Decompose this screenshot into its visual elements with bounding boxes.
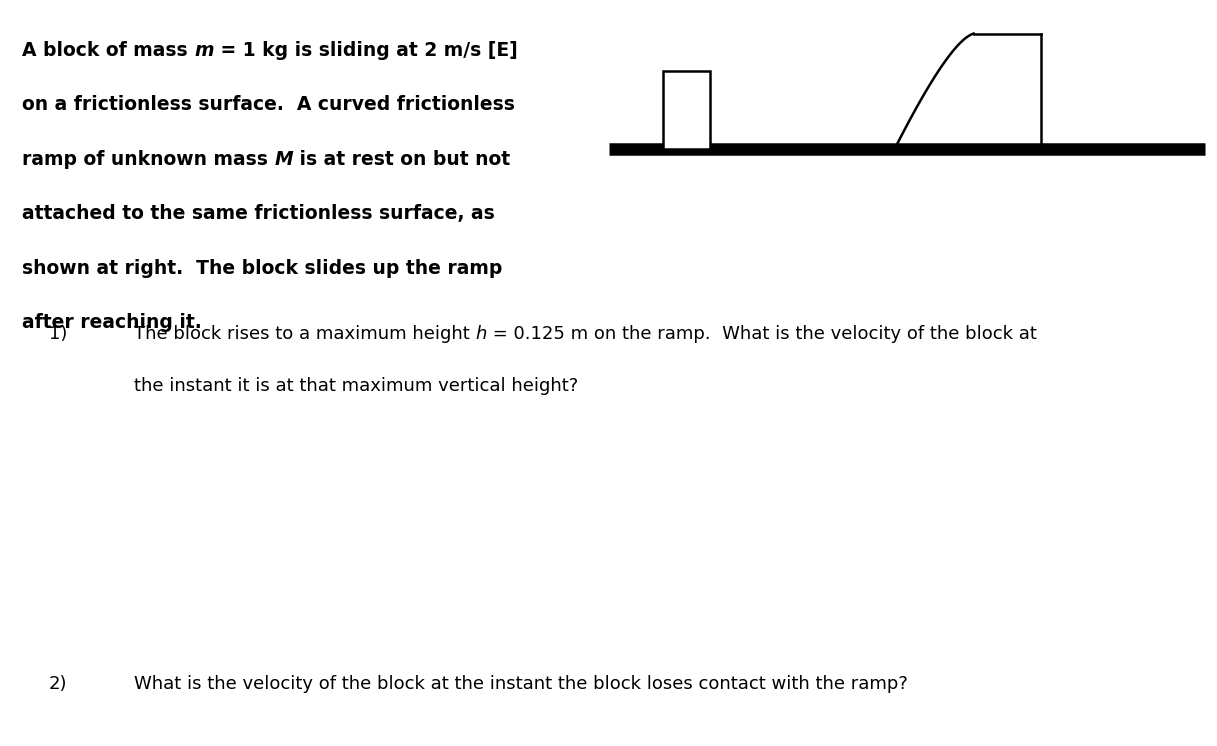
Text: ramp of unknown mass: ramp of unknown mass [22, 150, 274, 169]
Text: 1): 1) [49, 325, 67, 342]
Text: What is the velocity of the block at the instant the block loses contact with th: What is the velocity of the block at the… [134, 675, 908, 693]
Text: is at rest on but not: is at rest on but not [293, 150, 510, 169]
Text: the instant it is at that maximum vertical height?: the instant it is at that maximum vertic… [134, 377, 578, 395]
Text: A block of mass: A block of mass [22, 41, 194, 60]
Bar [663, 71, 710, 149]
Text: = 0.125 m on the ramp.  What is the velocity of the block at: = 0.125 m on the ramp. What is the veloc… [487, 325, 1037, 342]
Text: 2): 2) [49, 675, 67, 693]
Text: The block rises to a maximum height: The block rises to a maximum height [134, 325, 476, 342]
Text: after reaching it.: after reaching it. [22, 313, 202, 332]
Text: h: h [476, 325, 487, 342]
Text: M: M [274, 150, 293, 169]
Text: m: m [194, 41, 213, 60]
Text: on a frictionless surface.  A curved frictionless: on a frictionless surface. A curved fric… [22, 95, 515, 114]
Text: attached to the same frictionless surface, as: attached to the same frictionless surfac… [22, 204, 494, 223]
Text: = 1 kg is sliding at 2 m/s [E]: = 1 kg is sliding at 2 m/s [E] [213, 41, 517, 60]
Text: shown at right.  The block slides up the ramp: shown at right. The block slides up the … [22, 259, 503, 278]
